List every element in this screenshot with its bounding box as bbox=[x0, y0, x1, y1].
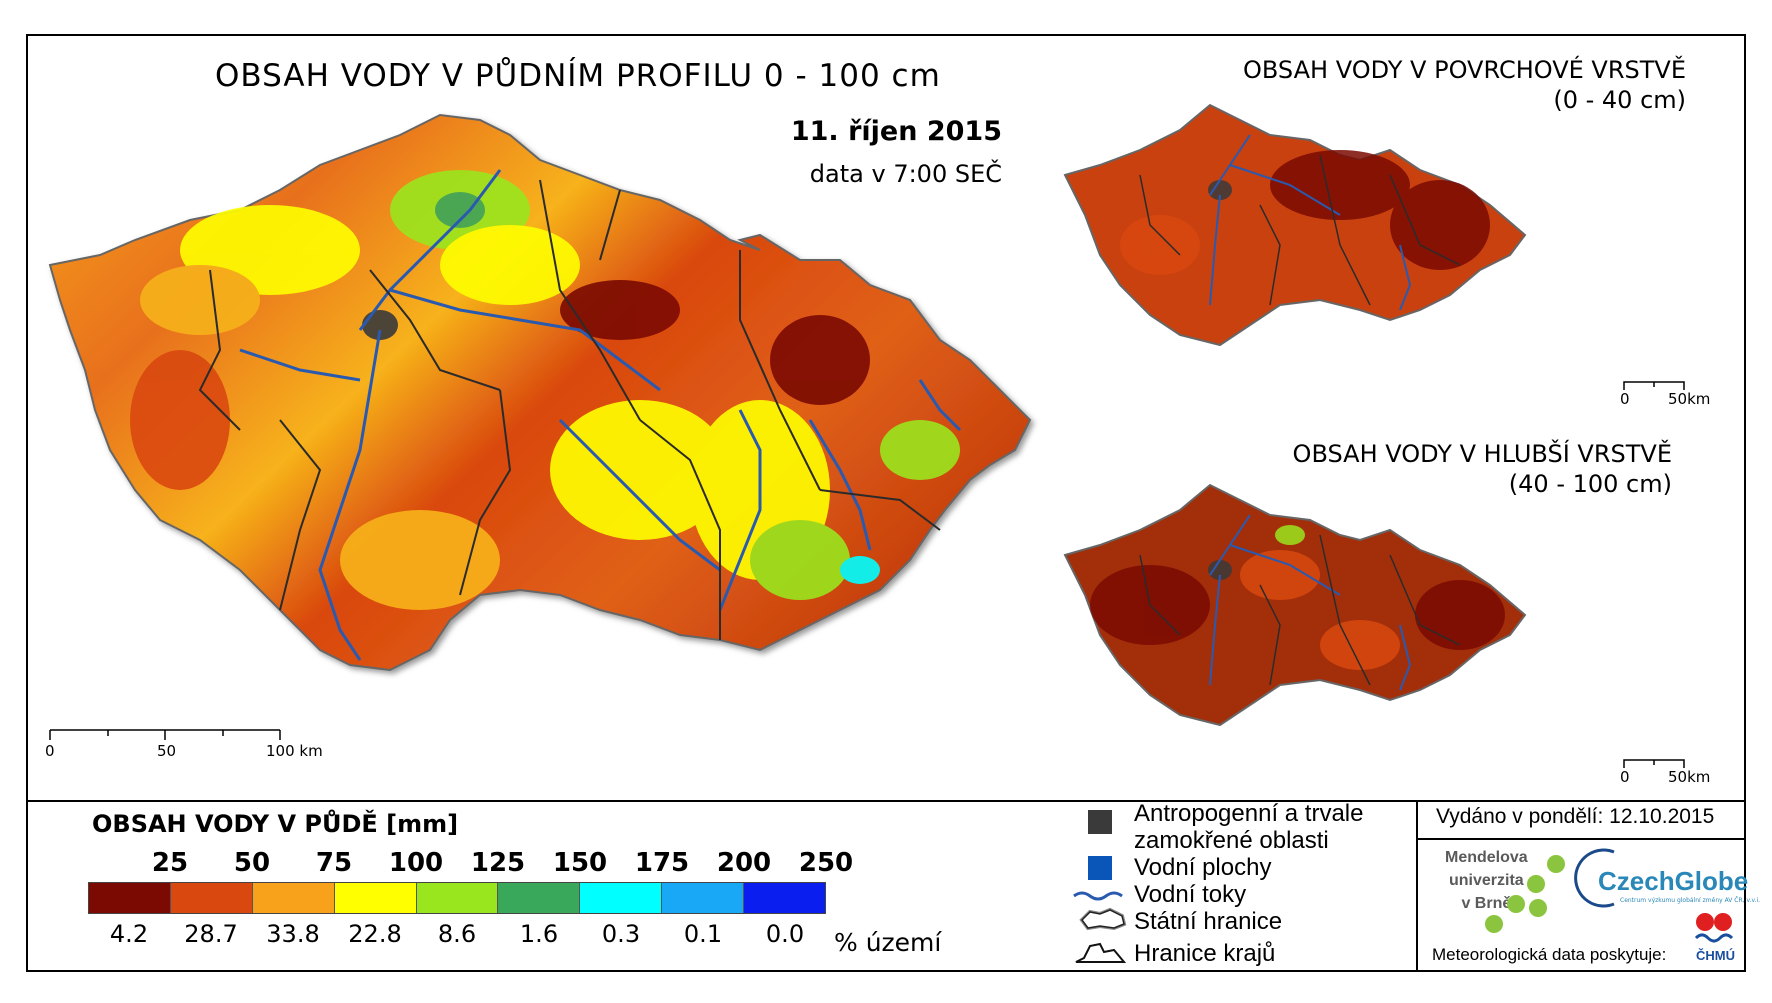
czechglobe-logo bbox=[1574, 848, 1615, 908]
legend-threshold: 125 bbox=[470, 848, 526, 878]
legend-percent: 33.8 bbox=[266, 920, 320, 948]
deep-scale-label-0: 0 bbox=[1620, 768, 1630, 786]
legend-percent: 0.3 bbox=[601, 920, 641, 948]
deep-layer-map bbox=[1063, 483, 1527, 727]
legend-percent: 22.8 bbox=[348, 920, 402, 948]
legend-thresholds: 25 50 75 100 125 150 175 200 250 bbox=[88, 848, 853, 880]
legend-threshold: 100 bbox=[388, 848, 444, 878]
main-scale-label-100: 100 km bbox=[266, 742, 323, 760]
main-map-time: data v 7:00 SEČ bbox=[809, 160, 1002, 188]
divider bbox=[1416, 800, 1418, 972]
state-border-label: Státní hranice bbox=[1134, 908, 1283, 935]
chmu-logo bbox=[1694, 913, 1734, 943]
legend-swatch bbox=[744, 883, 826, 913]
issued-date: Vydáno v pondělí: 12.10.2015 bbox=[1436, 805, 1715, 828]
rivers bbox=[239, 169, 962, 661]
legend-swatch bbox=[89, 883, 171, 913]
chmu-name: ČHMÚ bbox=[1696, 948, 1735, 963]
surface-layer-depth: (0 - 40 cm) bbox=[1553, 86, 1686, 114]
main-scale-label-50: 50 bbox=[157, 742, 177, 760]
legend-swatch bbox=[170, 883, 253, 913]
deep-layer-depth: (40 - 100 cm) bbox=[1508, 470, 1672, 498]
legend-swatch bbox=[334, 883, 417, 913]
anthropogenic-area-label-2: zamokřené oblasti bbox=[1134, 827, 1329, 854]
surface-scale-label-0: 0 bbox=[1620, 390, 1630, 408]
legend-percent: 1.6 bbox=[519, 920, 559, 948]
surface-layer-title: OBSAH VODY V POVRCHOVÉ VRSTVĚ bbox=[1243, 56, 1686, 84]
czechglobe-name: CzechGlobe bbox=[1598, 866, 1749, 896]
legend-percent: 0.1 bbox=[683, 920, 723, 948]
surface-scale-label-50: 50km bbox=[1668, 390, 1711, 408]
legend-threshold: 200 bbox=[716, 848, 772, 878]
legend-percent: 8.6 bbox=[437, 920, 477, 948]
legend-threshold: 150 bbox=[552, 848, 608, 878]
legend-swatch bbox=[580, 883, 663, 913]
czechglobe-subtitle: Centrum výzkumu globální změny AV ČR, v.… bbox=[1620, 897, 1761, 904]
legend-threshold: 175 bbox=[634, 848, 690, 878]
state-border-icon bbox=[1079, 907, 1127, 931]
legend-percents: 4.2 28.7 33.8 22.8 8.6 1.6 0.3 0.1 0.0 bbox=[88, 920, 828, 950]
deep-scale-bar bbox=[1623, 759, 1685, 768]
legend-swatch bbox=[416, 883, 499, 913]
surface-scale-bar bbox=[1623, 381, 1685, 390]
region-borders bbox=[198, 179, 941, 640]
main-map-date: 11. říjen 2015 bbox=[790, 116, 1002, 147]
water-body-label: Vodní plochy bbox=[1134, 854, 1272, 881]
legend-swatch bbox=[498, 883, 581, 913]
divider bbox=[26, 800, 1746, 802]
legend-title: OBSAH VODY V PŮDĚ [mm] bbox=[92, 810, 459, 838]
meteo-data-credit: Meteorologická data poskytuje: bbox=[1432, 945, 1667, 964]
river-icon bbox=[1073, 891, 1123, 901]
divider bbox=[1416, 838, 1746, 840]
mendel-university-logo bbox=[1485, 855, 1565, 933]
mendel-university-logo-text: Mendelova univerzita v Brně bbox=[1445, 849, 1528, 912]
river-label: Vodní toky bbox=[1134, 881, 1247, 908]
deep-scale-label-50: 50km bbox=[1668, 768, 1711, 786]
main-map bbox=[48, 113, 1032, 672]
anthropogenic-area-swatch bbox=[1088, 810, 1112, 834]
deep-layer-title: OBSAH VODY V HLUBŠÍ VRSTVĚ bbox=[1292, 440, 1672, 468]
main-map-title: OBSAH VODY V PŮDNÍM PROFILU 0 - 100 cm bbox=[215, 58, 941, 94]
surface-layer-map bbox=[1063, 103, 1527, 347]
legend-percent: 4.2 bbox=[109, 920, 149, 948]
moisture-patches bbox=[130, 170, 960, 610]
legend-threshold: 250 bbox=[798, 848, 854, 878]
legend-percent-unit: % území bbox=[834, 928, 942, 957]
region-border-icon bbox=[1075, 942, 1127, 963]
region-border-label: Hranice krajů bbox=[1134, 940, 1276, 967]
legend-swatch bbox=[252, 883, 335, 913]
legend-swatch bbox=[662, 883, 745, 913]
main-scale-bar bbox=[49, 729, 281, 740]
anthropogenic-area-label-1: Antropogenní a trvale bbox=[1134, 800, 1364, 827]
legend-color-scale bbox=[88, 882, 826, 914]
legend-threshold: 25 bbox=[151, 848, 189, 878]
water-body-swatch bbox=[1088, 856, 1112, 880]
legend-percent: 0.0 bbox=[765, 920, 805, 948]
legend-threshold: 75 bbox=[315, 848, 353, 878]
main-scale-label-0: 0 bbox=[45, 742, 55, 760]
legend-threshold: 50 bbox=[233, 848, 271, 878]
legend-percent: 28.7 bbox=[184, 920, 238, 948]
